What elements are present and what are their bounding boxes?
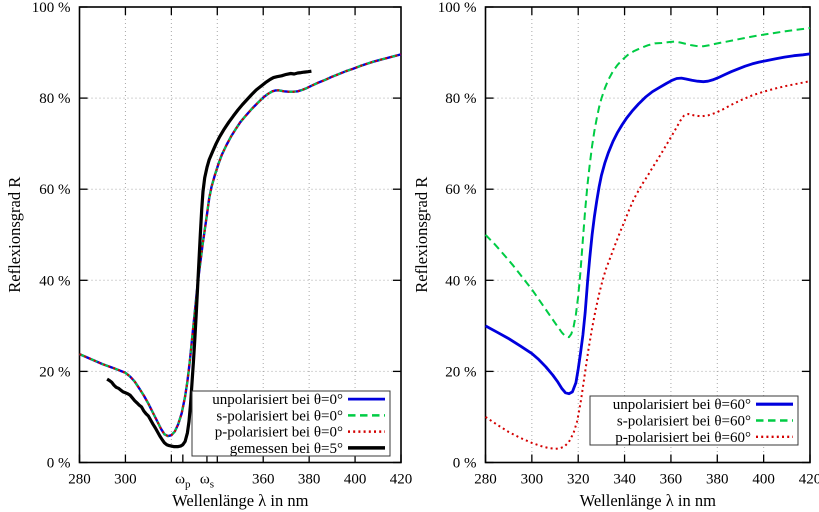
x-tick-label: 300 bbox=[114, 472, 137, 488]
x-tick-label: 360 bbox=[660, 472, 683, 488]
x-tick-label-omega-p: ωp bbox=[175, 472, 191, 491]
legend-box bbox=[191, 390, 391, 457]
y-tick-label: 40 % bbox=[39, 273, 70, 289]
legend-label: s-polarisiert bei θ=60° bbox=[617, 414, 751, 430]
legend-label: unpolarisiert bei θ=0° bbox=[212, 392, 343, 408]
x-tick-label: 280 bbox=[474, 472, 497, 488]
unpolarisiert-theta60-curve bbox=[484, 52, 811, 396]
x-tick-label: 400 bbox=[752, 472, 775, 488]
x-tick-label: 300 bbox=[521, 472, 544, 488]
left-chart-legend: unpolarisiert bei θ=0°s-polarisiert bei … bbox=[191, 390, 391, 457]
p-polarisiert-theta0-curve bbox=[79, 53, 402, 438]
unpolarisiert-theta0-curve bbox=[79, 53, 402, 438]
omega-subscript: s bbox=[210, 479, 214, 491]
omega-glyph: ω bbox=[175, 472, 185, 488]
p-polarisiert-theta60-curve bbox=[484, 80, 811, 450]
y-tick-label: 40 % bbox=[445, 273, 476, 289]
y-tick-label: 100 % bbox=[32, 0, 71, 16]
x-axis-title: Wellenlänge λ in nm bbox=[172, 491, 309, 510]
legend-label: gemessen bei θ=5° bbox=[230, 441, 343, 457]
y-tick-label: 60 % bbox=[39, 182, 70, 198]
x-tick-label-omega-s: ωs bbox=[200, 472, 214, 491]
legend-label: unpolarisiert bei θ=60° bbox=[613, 397, 751, 413]
y-axis-title: Reflexionsgrad R bbox=[5, 177, 24, 293]
y-tick-label: 100 % bbox=[438, 0, 477, 16]
x-axis-title: Wellenlänge λ in nm bbox=[580, 491, 717, 510]
legend-label: p-polarisiert bei θ=60° bbox=[615, 430, 751, 446]
x-tick-label: 380 bbox=[706, 472, 729, 488]
y-tick-label: 0 % bbox=[453, 456, 477, 472]
gemessen-theta5-curve bbox=[106, 69, 312, 449]
x-tick-label: 420 bbox=[390, 472, 413, 488]
y-tick-label: 80 % bbox=[445, 91, 476, 107]
x-tick-label: 400 bbox=[344, 472, 367, 488]
y-tick-label: 80 % bbox=[39, 91, 70, 107]
legend-label: p-polarisiert bei θ=0° bbox=[215, 425, 343, 441]
s-polarisiert-theta60-curve bbox=[484, 27, 811, 339]
x-tick-label: 320 bbox=[567, 472, 590, 488]
x-tick-label: 280 bbox=[68, 472, 91, 488]
plot-border bbox=[484, 6, 811, 464]
omega-glyph: ω bbox=[200, 472, 210, 488]
y-tick-label: 20 % bbox=[39, 364, 70, 380]
x-tick-label: 420 bbox=[799, 472, 819, 488]
y-axis-title: Reflexionsgrad R bbox=[412, 177, 431, 293]
y-tick-label: 60 % bbox=[445, 182, 476, 198]
legend-label: s-polarisiert bei θ=0° bbox=[216, 408, 343, 424]
x-tick-label: 380 bbox=[298, 472, 321, 488]
omega-subscript: p bbox=[185, 479, 191, 491]
x-tick-label: 340 bbox=[613, 472, 636, 488]
x-tick-label: 360 bbox=[252, 472, 275, 488]
right-chart-legend: unpolarisiert bei θ=60°s-polarisiert bei… bbox=[589, 395, 799, 446]
s-polarisiert-theta0-curve bbox=[79, 53, 402, 438]
plot-border bbox=[78, 6, 402, 464]
y-tick-label: 20 % bbox=[445, 364, 476, 380]
y-tick-label: 0 % bbox=[47, 456, 71, 472]
right-chart: 280 300 320 340 360 380 400 420 0 % 20 % 40 % 60 % 8… bbox=[412, 0, 819, 510]
